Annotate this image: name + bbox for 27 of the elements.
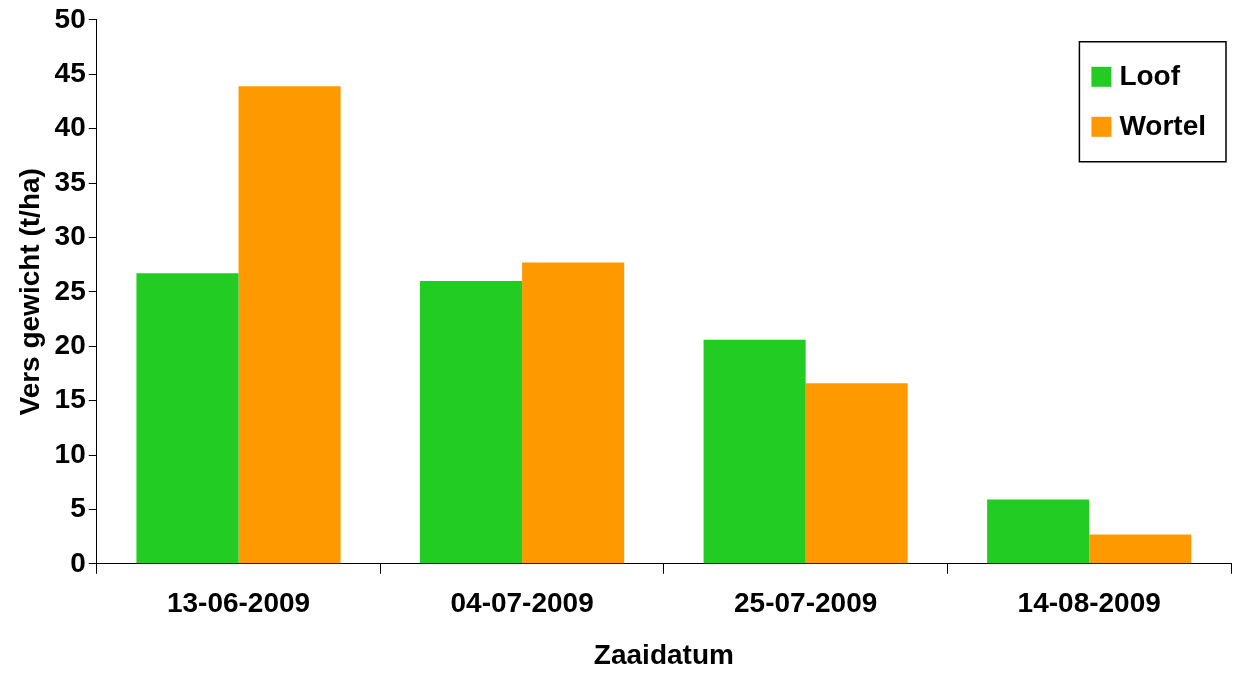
y-axis-title: Vers gewicht (t/ha) [13,168,45,416]
y-tick-label: 5 [70,492,86,524]
y-tick-label: 0 [70,546,86,578]
y-tick-label: 45 [54,56,86,88]
bar [1089,534,1192,564]
bar [136,273,239,564]
legend-label: Wortel [1119,109,1207,141]
x-axis-title: Zaaidatum [593,638,734,670]
y-tick-label: 25 [54,274,86,306]
y-tick-label: 15 [54,383,86,415]
bar [522,262,625,564]
y-tick-label: 35 [54,165,86,197]
y-tick-label: 10 [54,437,86,469]
y-tick-label: 20 [54,328,86,360]
x-tick-label: 25-07-2009 [734,587,878,619]
y-tick-label: 30 [54,220,86,252]
bar [238,86,341,564]
x-tick-label: 04-07-2009 [450,587,594,619]
bar [420,280,523,564]
y-tick-label: 50 [54,2,86,34]
bar [987,499,1090,564]
x-tick-label: 14-08-2009 [1017,587,1161,619]
x-tick-label: 13-06-2009 [166,587,311,619]
y-tick-label: 40 [54,111,86,143]
bar [805,383,908,564]
bar [703,339,806,564]
legend-label: Loof [1119,59,1181,91]
